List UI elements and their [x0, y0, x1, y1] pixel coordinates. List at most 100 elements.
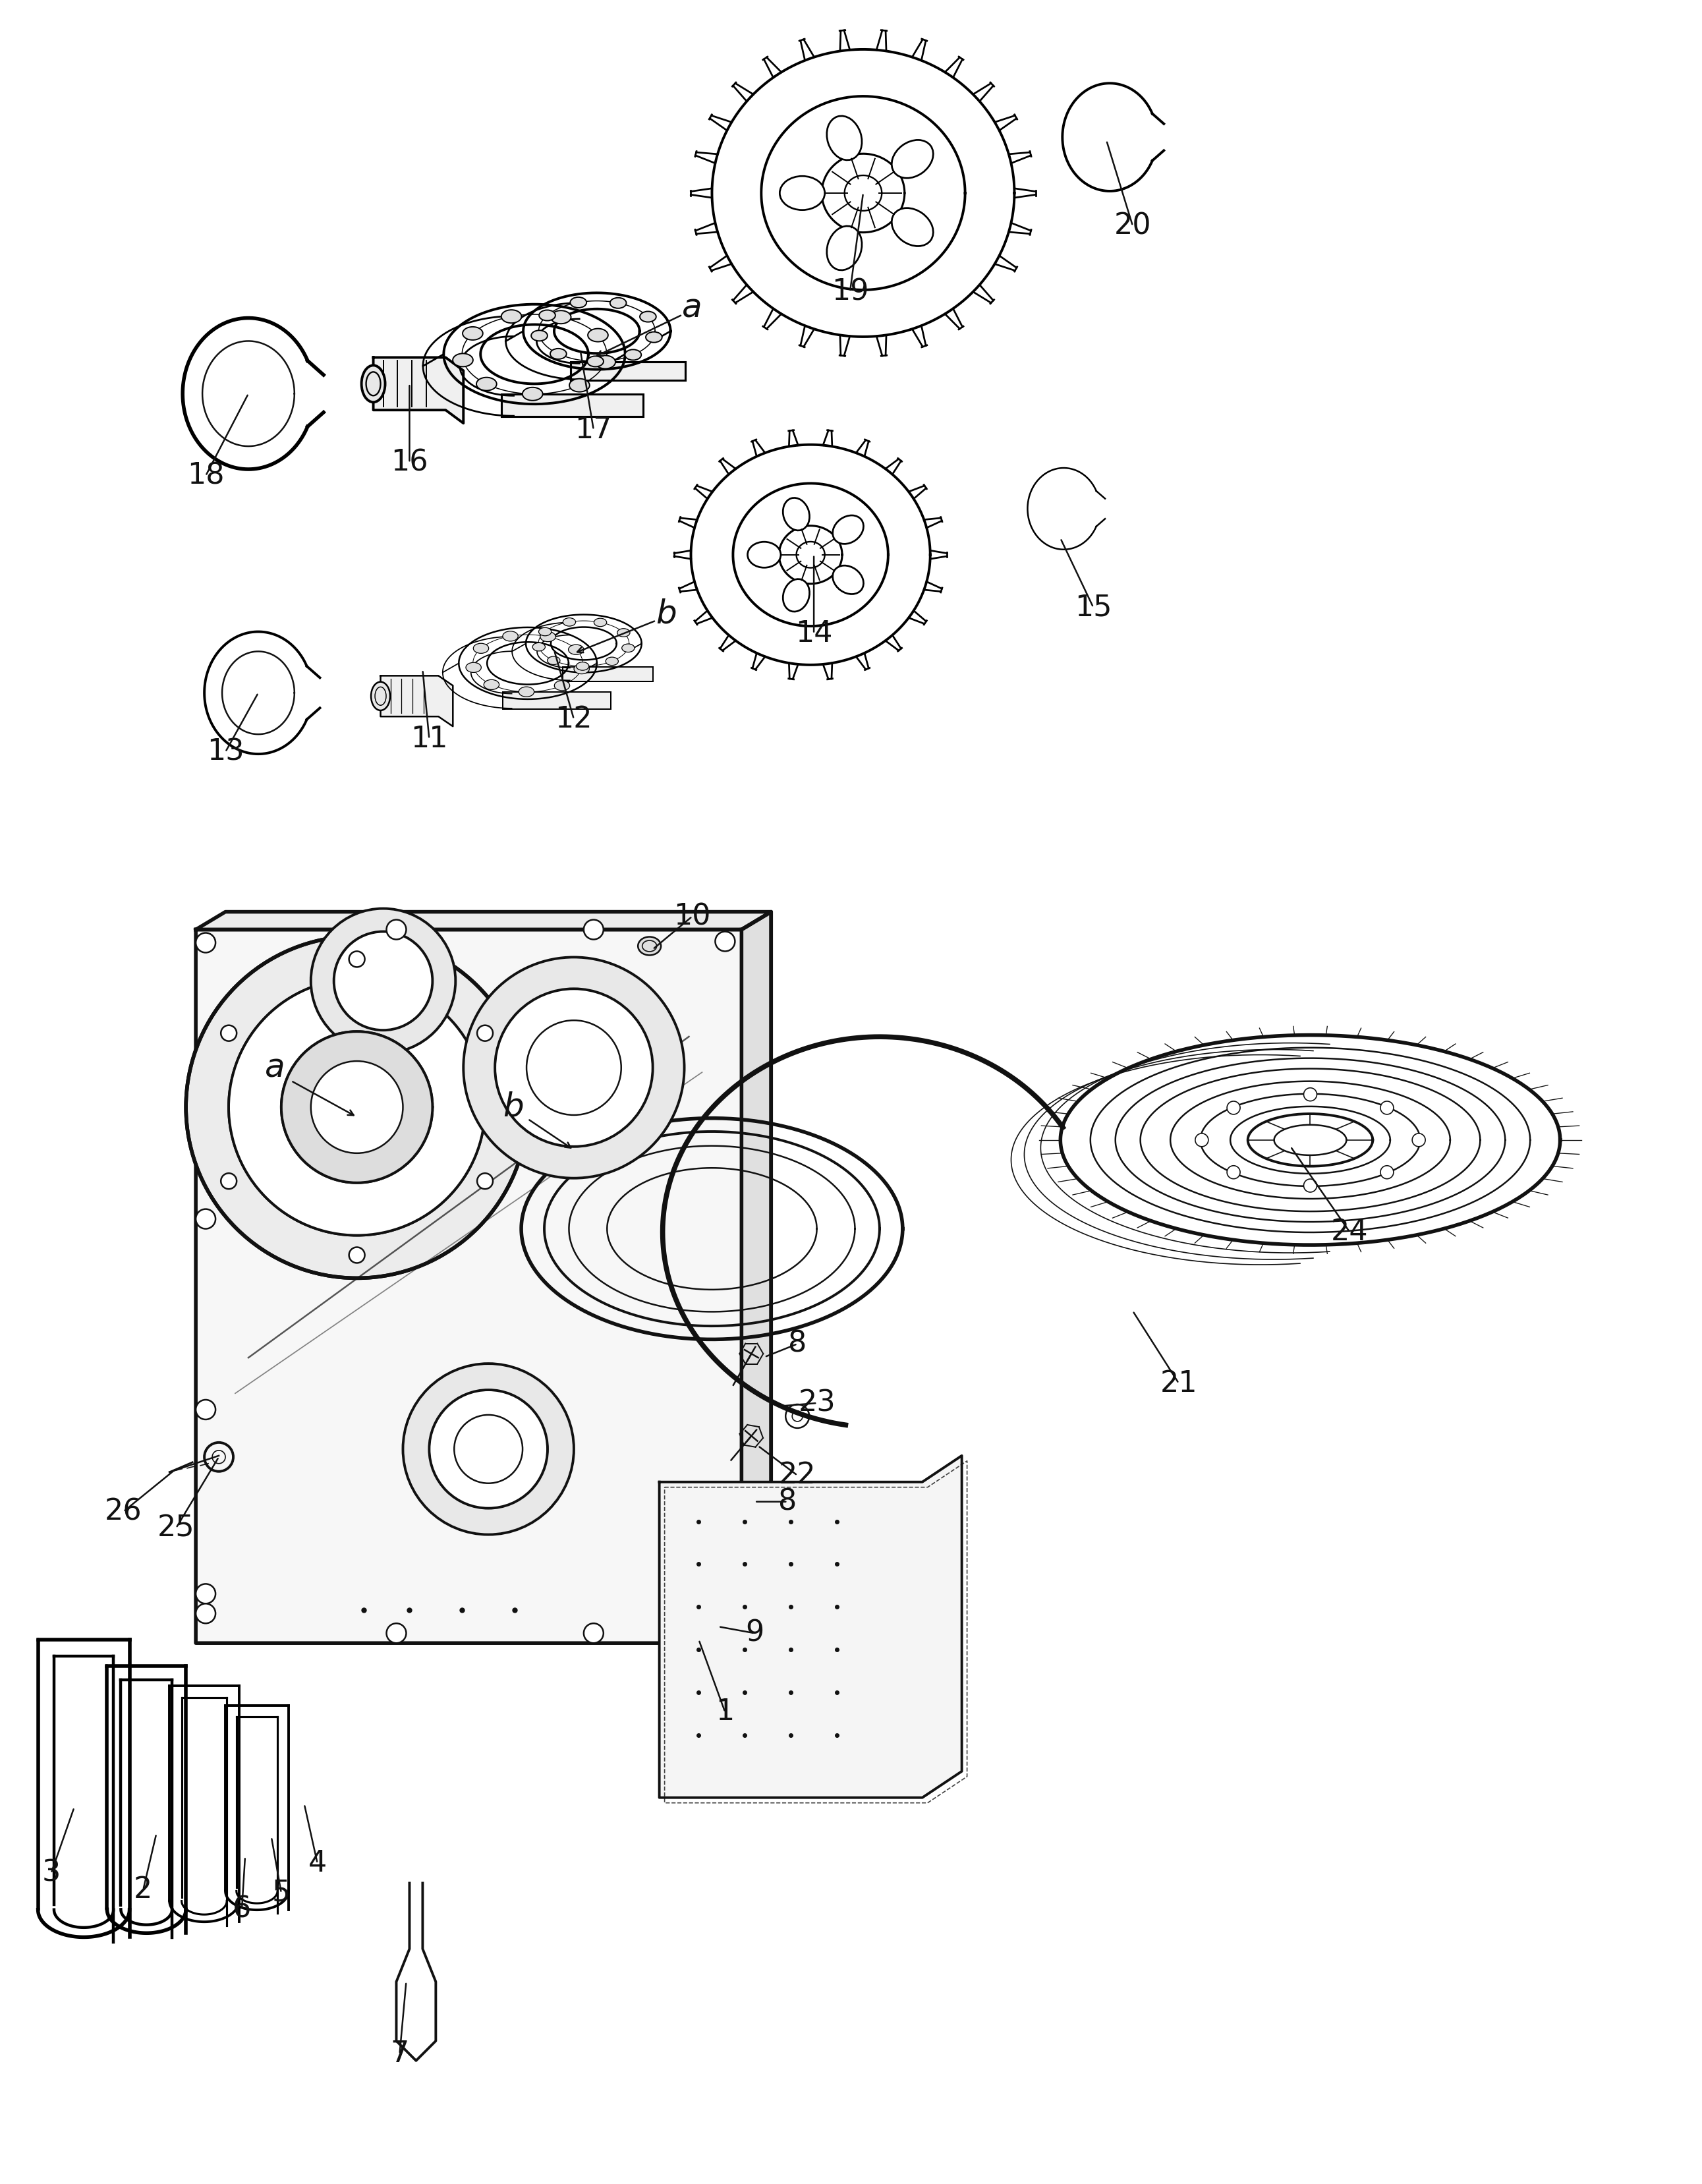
Text: 8: 8 — [778, 1487, 797, 1516]
Text: 15: 15 — [1074, 594, 1111, 622]
Text: b: b — [655, 598, 676, 629]
Ellipse shape — [780, 177, 825, 210]
Text: 13: 13 — [206, 738, 243, 767]
Ellipse shape — [466, 662, 482, 673]
Text: 19: 19 — [831, 277, 868, 306]
Ellipse shape — [361, 365, 385, 402]
Ellipse shape — [625, 349, 642, 360]
Text: 5: 5 — [272, 1878, 291, 1907]
Ellipse shape — [548, 657, 560, 664]
Ellipse shape — [463, 328, 483, 341]
Text: 26: 26 — [106, 1498, 143, 1527]
Text: 17: 17 — [575, 415, 613, 443]
Circle shape — [386, 919, 407, 939]
Ellipse shape — [832, 515, 863, 544]
Circle shape — [477, 1173, 494, 1188]
Ellipse shape — [502, 310, 521, 323]
Ellipse shape — [618, 629, 630, 638]
Circle shape — [349, 952, 364, 968]
Text: 10: 10 — [674, 902, 711, 930]
Text: 23: 23 — [798, 1389, 836, 1417]
Text: a: a — [683, 293, 703, 323]
Circle shape — [495, 989, 654, 1147]
Ellipse shape — [563, 618, 575, 627]
Ellipse shape — [570, 297, 587, 308]
Bar — [570, 363, 686, 380]
Polygon shape — [196, 911, 771, 930]
Polygon shape — [381, 675, 453, 727]
Circle shape — [349, 1247, 364, 1262]
Ellipse shape — [568, 644, 584, 655]
Ellipse shape — [574, 664, 589, 675]
Circle shape — [1380, 1101, 1394, 1114]
Circle shape — [429, 1389, 548, 1509]
Ellipse shape — [783, 498, 810, 531]
Circle shape — [1227, 1166, 1241, 1179]
Ellipse shape — [538, 627, 551, 636]
Ellipse shape — [827, 116, 861, 159]
Circle shape — [584, 919, 604, 939]
Circle shape — [196, 1603, 216, 1623]
Circle shape — [196, 1210, 216, 1230]
Circle shape — [584, 1623, 604, 1642]
Polygon shape — [196, 911, 771, 1642]
Bar — [504, 692, 611, 710]
Circle shape — [311, 909, 456, 1053]
Text: 9: 9 — [745, 1618, 764, 1647]
Polygon shape — [373, 358, 463, 424]
Ellipse shape — [892, 140, 933, 179]
Text: 2: 2 — [134, 1876, 153, 1904]
Text: a: a — [264, 1053, 284, 1083]
Ellipse shape — [502, 631, 517, 642]
Circle shape — [281, 1031, 432, 1184]
Polygon shape — [659, 1457, 962, 1797]
Circle shape — [463, 957, 684, 1177]
Text: 18: 18 — [187, 461, 225, 489]
Text: 21: 21 — [1161, 1369, 1198, 1398]
Circle shape — [196, 933, 216, 952]
Text: 20: 20 — [1115, 212, 1151, 240]
Circle shape — [386, 1623, 407, 1642]
Text: 1: 1 — [717, 1697, 734, 1725]
Ellipse shape — [594, 618, 606, 627]
Ellipse shape — [638, 937, 660, 954]
Text: 7: 7 — [390, 2040, 408, 2068]
Circle shape — [715, 933, 735, 952]
Ellipse shape — [523, 387, 543, 400]
Circle shape — [715, 1610, 735, 1629]
Circle shape — [1413, 1133, 1425, 1147]
Circle shape — [228, 978, 485, 1236]
Circle shape — [1380, 1166, 1394, 1179]
Text: 14: 14 — [795, 620, 832, 649]
Ellipse shape — [555, 681, 570, 690]
Text: 22: 22 — [780, 1461, 817, 1489]
Ellipse shape — [640, 312, 657, 321]
Ellipse shape — [609, 297, 626, 308]
Text: 16: 16 — [391, 448, 429, 476]
Circle shape — [1304, 1088, 1317, 1101]
Circle shape — [221, 1173, 237, 1188]
Text: 25: 25 — [157, 1514, 194, 1542]
Polygon shape — [742, 911, 771, 1642]
Text: 6: 6 — [233, 1896, 252, 1924]
Ellipse shape — [747, 542, 781, 568]
Text: 11: 11 — [410, 725, 448, 753]
Ellipse shape — [551, 310, 570, 323]
Circle shape — [403, 1363, 574, 1535]
Ellipse shape — [473, 644, 488, 653]
Ellipse shape — [621, 644, 635, 653]
Circle shape — [196, 1583, 216, 1603]
Circle shape — [221, 1024, 237, 1042]
Ellipse shape — [832, 566, 863, 594]
Text: b: b — [502, 1092, 524, 1123]
Circle shape — [1227, 1101, 1241, 1114]
Ellipse shape — [827, 227, 861, 271]
Ellipse shape — [606, 657, 618, 666]
Text: 4: 4 — [308, 1850, 327, 1878]
Text: 12: 12 — [555, 705, 592, 734]
Ellipse shape — [519, 686, 534, 697]
Ellipse shape — [453, 354, 473, 367]
Circle shape — [477, 1024, 494, 1042]
Ellipse shape — [587, 328, 608, 341]
Ellipse shape — [577, 662, 589, 670]
